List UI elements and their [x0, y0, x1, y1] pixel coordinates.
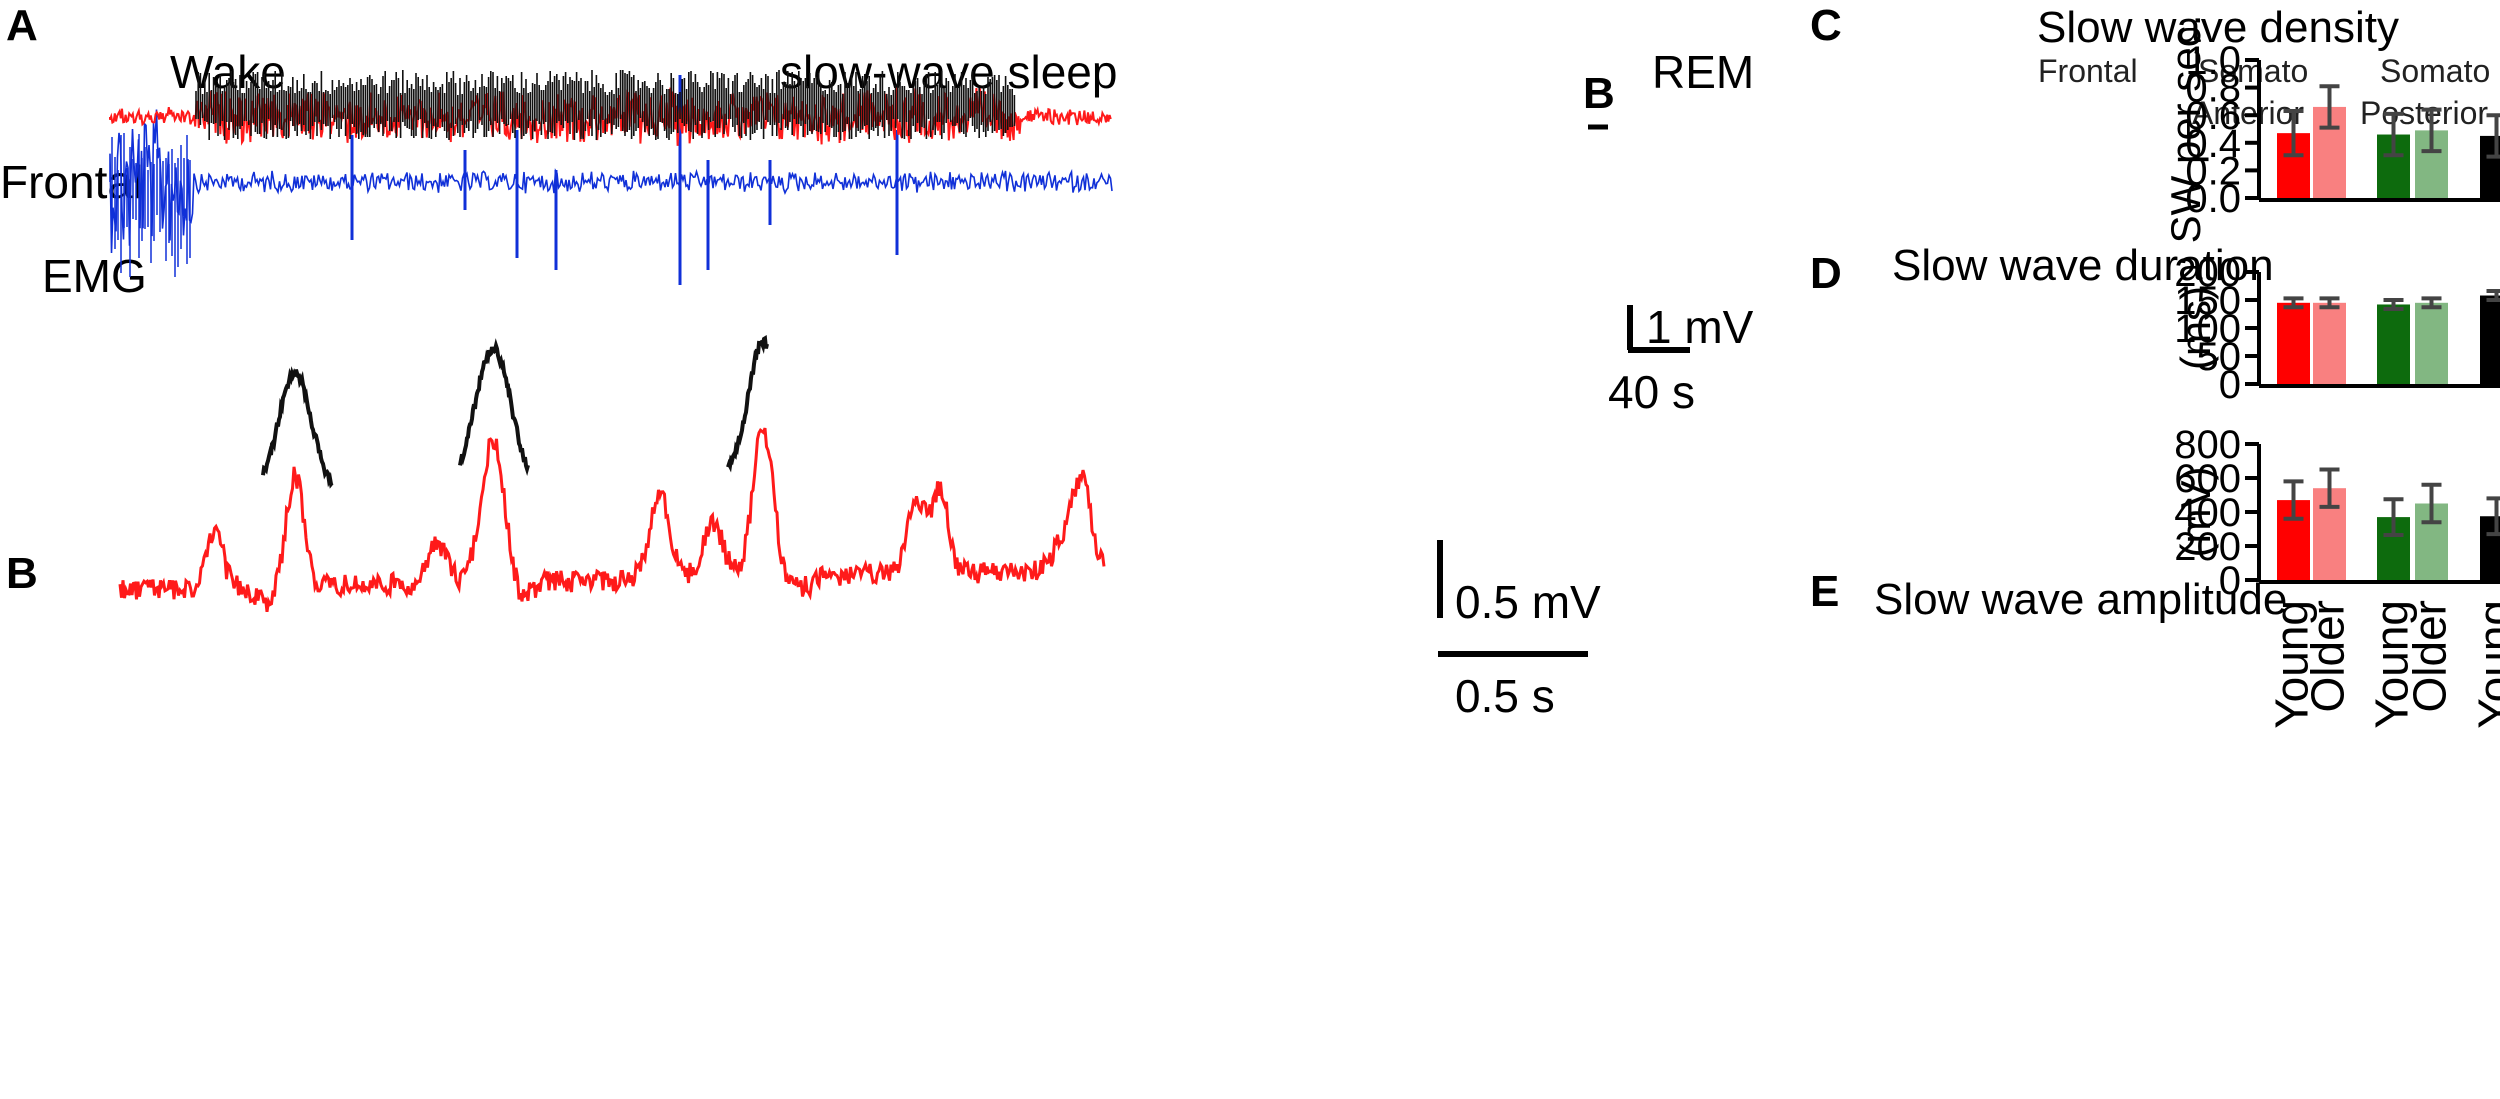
y-tick-label: 0 — [2219, 559, 2241, 603]
panel-e-label: E — [1810, 567, 1839, 616]
frontal-raw-trace — [118, 427, 1106, 613]
bar-young — [2480, 295, 2500, 384]
y-tick-label: 200 — [2174, 251, 2241, 295]
y-tick-label: 0.2 — [2185, 149, 2241, 193]
x-category-label: Young — [2366, 600, 2418, 729]
x-axis-group-labels: YoungOlderYoungOlderYoungOlder — [2266, 600, 2500, 729]
y-tick-label: 400 — [2174, 491, 2241, 535]
slow-wave-overlay — [195, 70, 1016, 140]
detected-slow-wave — [458, 338, 530, 477]
b-amplitude-scale-label: 0.5 mV — [1455, 576, 1601, 628]
time-scale-label: 40 s — [1608, 366, 1695, 418]
y-tick-label: 0.4 — [2185, 122, 2241, 166]
y-tick-label: 200 — [2174, 525, 2241, 569]
rem-label: REM — [1652, 46, 1754, 98]
c-title: Slow wave density — [2037, 3, 2399, 52]
detected-slow-wave — [726, 335, 769, 473]
x-category-label: Young — [2266, 600, 2318, 729]
y-axis-label: (ms) — [2172, 286, 2219, 370]
panel-d-label: D — [1810, 249, 1842, 298]
y-tick-label: 0.8 — [2185, 67, 2241, 111]
bar-young — [2377, 304, 2410, 384]
panel-a: A Wake slow-wave sleep REM B Frontal EMG… — [0, 1, 1754, 418]
density-bar-chart: 0.00.20.40.60.81.0SW per sec. — [2162, 15, 2500, 244]
panel-a-label: A — [6, 1, 38, 50]
y-tick-label: 0.0 — [2185, 177, 2241, 221]
y-tick-label: 600 — [2174, 457, 2241, 501]
detected-slow-waves — [261, 335, 769, 489]
bar-older — [2313, 302, 2346, 384]
panel-e: E Slow wave amplitude 0200400600800(mV) … — [1810, 423, 2500, 729]
y-tick-label: 50 — [2197, 335, 2242, 379]
bar-older — [2415, 302, 2448, 384]
y-axis-label: SW per sec. — [2162, 15, 2209, 244]
emg-signal — [109, 109, 1113, 254]
bar-young — [2277, 302, 2310, 384]
x-category-label: Older — [2404, 600, 2456, 712]
panel-c: C Slow wave density Frontal Somato Anter… — [1810, 1, 2500, 243]
region-somato-posterior-2: Posterior — [2360, 95, 2488, 131]
x-category-label: Older — [2302, 600, 2354, 712]
emg-trace — [109, 75, 1113, 285]
region-somato-posterior-1: Somato — [2380, 53, 2490, 89]
region-frontal: Frontal — [2038, 53, 2138, 89]
emg-wake-burst — [111, 133, 191, 277]
emg-trace-label: EMG — [42, 250, 147, 302]
e-title: Slow wave amplitude — [1874, 575, 2287, 624]
b-time-scale-label: 0.5 s — [1455, 670, 1555, 722]
y-tick-label: 800 — [2174, 423, 2241, 467]
detected-slow-wave — [261, 366, 334, 489]
panel-b-label: B — [6, 549, 38, 598]
x-category-label: Young — [2469, 600, 2500, 729]
y-tick-label: 100 — [2174, 307, 2241, 351]
y-tick-label: 1.0 — [2185, 39, 2241, 83]
frontal-trace-label: Frontal — [0, 156, 143, 208]
d-title: Slow wave duration — [1892, 241, 2274, 290]
amplitude-scale-label: 1 mV — [1646, 301, 1754, 353]
inset-b-marker: B — [1583, 69, 1615, 118]
y-tick-label: 0.6 — [2185, 94, 2241, 138]
y-tick-label: 150 — [2174, 279, 2241, 323]
y-tick-label: 0 — [2219, 363, 2241, 407]
panel-c-label: C — [1810, 1, 1842, 50]
y-axis-label: (mV) — [2172, 467, 2219, 558]
slow-wave-marks — [195, 70, 1016, 140]
panel-b: B 0.5 mV 0.5 s — [6, 335, 1601, 722]
